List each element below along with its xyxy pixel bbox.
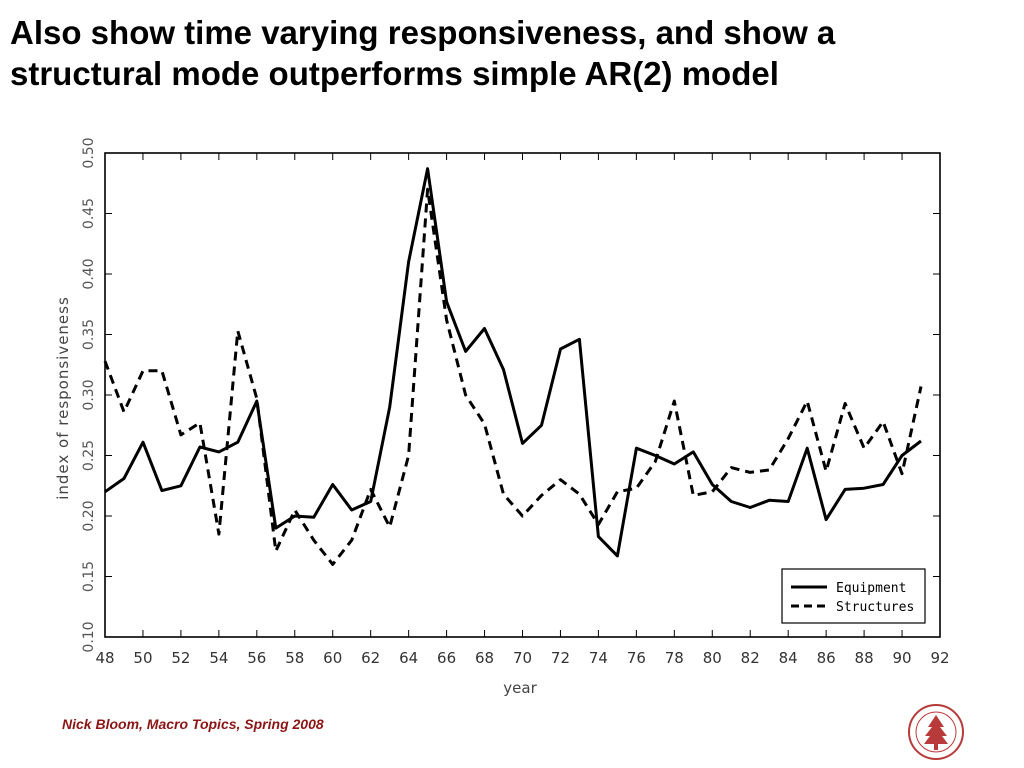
x-tick-label: 60 (323, 649, 342, 667)
x-tick-label: 50 (133, 649, 152, 667)
x-tick-label: 54 (209, 649, 228, 667)
series-layer (103, 167, 923, 566)
y-tick-label: 0.45 (81, 198, 97, 229)
y-tick-label: 0.50 (81, 137, 97, 168)
y-axis: 0.10 0.15 0.20 0.25 0.30 0.35 0.40 0.45 0.50 (81, 137, 940, 653)
y-tick-label: 0.35 (81, 319, 97, 350)
legend-label-structures: Structures (836, 600, 914, 615)
x-tick-label: 88 (855, 649, 874, 667)
x-tick-label: 78 (665, 649, 684, 667)
series-line-structures (103, 187, 923, 566)
y-tick-label: 0.15 (81, 561, 97, 592)
x-tick-label: 92 (930, 649, 949, 667)
stanford-seal-icon (908, 704, 964, 760)
y-tick-label: 0.10 (81, 621, 97, 652)
x-tick-label: 64 (399, 649, 418, 667)
legend-label-equipment: Equipment (836, 581, 906, 596)
x-tick-label: 90 (892, 649, 911, 667)
x-tick-label: 58 (285, 649, 304, 667)
x-tick-label: 86 (817, 649, 836, 667)
x-tick-label: 82 (741, 649, 760, 667)
x-axis-label: year (503, 679, 537, 697)
x-tick-label: 76 (627, 649, 646, 667)
plot-frame (104, 152, 941, 638)
x-tick-label: 56 (247, 649, 266, 667)
x-axis: 48 50 52 54 56 58 60 62 64 66 68 70 72 74 76 78 80 82 84 86… (95, 153, 950, 667)
series-line-equipment (104, 167, 922, 558)
x-tick-label: 80 (703, 649, 722, 667)
x-tick-label: 68 (475, 649, 494, 667)
x-tick-label: 70 (513, 649, 532, 667)
footer-credit: Nick Bloom, Macro Topics, Spring 2008 (62, 716, 324, 732)
x-tick-label: 72 (551, 649, 570, 667)
y-tick-label: 0.20 (81, 500, 97, 531)
slide-title: Also show time varying responsiveness, a… (10, 12, 1020, 94)
legend: Equipment Structures (781, 568, 926, 624)
x-tick-label: 66 (437, 649, 456, 667)
x-tick-label: 74 (589, 649, 608, 667)
x-tick-label: 84 (779, 649, 798, 667)
y-tick-label: 0.25 (81, 440, 97, 471)
y-tick-label: 0.40 (81, 258, 97, 289)
y-axis-label: index of responsiveness (54, 296, 72, 500)
x-tick-label: 52 (171, 649, 190, 667)
title-line-1: Also show time varying responsiveness, a… (10, 14, 836, 51)
y-tick-label: 0.30 (81, 379, 97, 410)
title-line-2: structural mode outperforms simple AR(2)… (10, 55, 779, 92)
legend-box (781, 568, 926, 624)
x-tick-label: 48 (95, 649, 114, 667)
x-tick-label: 62 (361, 649, 380, 667)
